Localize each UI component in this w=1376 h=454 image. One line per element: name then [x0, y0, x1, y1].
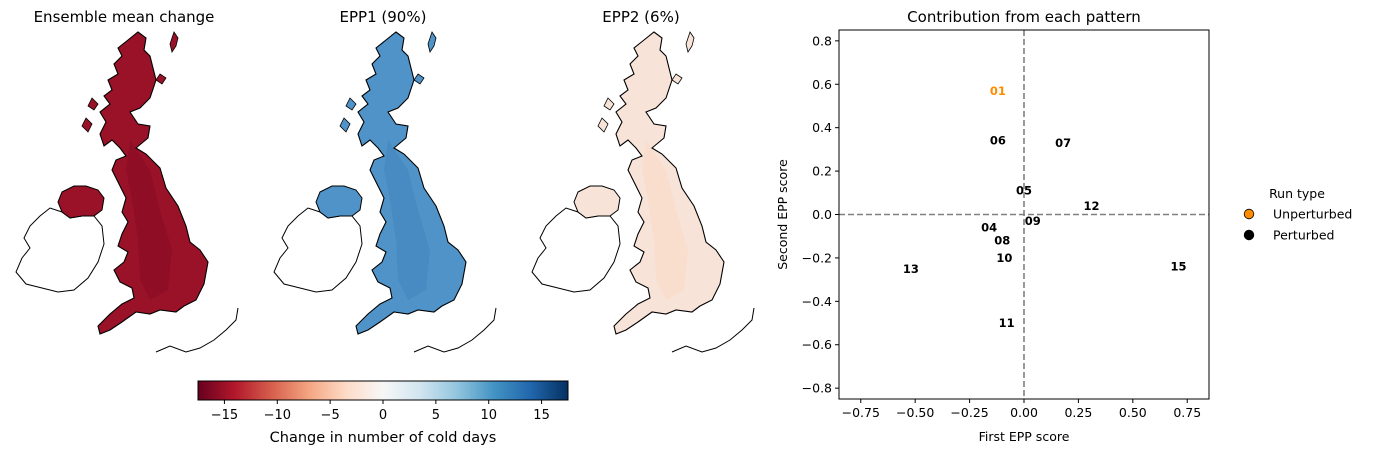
- colorbar-tick-label: 0: [379, 408, 387, 423]
- colorbar-tick-label: 15: [533, 408, 550, 423]
- scatter-point: 04: [981, 221, 997, 235]
- map-shading: [642, 140, 688, 300]
- colorbar-tick-label: −5: [321, 408, 340, 423]
- y-tick-label: −0.6: [802, 337, 832, 352]
- ireland-outline: [531, 207, 621, 293]
- france-coast: [155, 307, 239, 353]
- map-title: EPP2 (6%): [602, 8, 679, 26]
- map-title: EPP1 (90%): [340, 8, 427, 26]
- x-axis-label: First EPP score: [979, 429, 1070, 444]
- map-shading: [384, 140, 430, 300]
- y-tick-label: 0.2: [812, 164, 832, 179]
- x-tick-label: 0.00: [1010, 405, 1038, 420]
- y-tick-label: 0.4: [812, 120, 832, 135]
- legend-marker: [1243, 229, 1255, 241]
- northern-ireland-map: [315, 185, 363, 219]
- colorbar-label: Change in number of cold days: [270, 430, 497, 446]
- scatter-point: 10: [996, 251, 1012, 265]
- northern-ireland-map: [57, 185, 105, 219]
- colorbar-tick-label: 10: [480, 408, 497, 423]
- x-tick-label: −0.25: [950, 405, 988, 420]
- colorbar-gradient: [197, 380, 569, 401]
- y-tick-label: 0.8: [812, 33, 832, 48]
- x-tick-label: 0.75: [1173, 405, 1201, 420]
- france-coast: [671, 307, 755, 353]
- legend-marker: [1243, 208, 1255, 220]
- y-tick-label: 0.6: [812, 77, 832, 92]
- scatter-point: 11: [999, 316, 1015, 330]
- scatter-point: 05: [1016, 184, 1032, 198]
- y-axis-label: Second EPP score: [775, 159, 790, 270]
- x-tick-label: −0.75: [842, 405, 880, 420]
- x-tick-label: −0.50: [896, 405, 934, 420]
- scatter-point: 01: [990, 84, 1006, 98]
- y-tick-label: −0.2: [802, 250, 832, 265]
- legend: Run type Unperturbed Perturbed: [1243, 186, 1352, 243]
- legend-label: Perturbed: [1273, 228, 1334, 243]
- scatter-point: 09: [1025, 214, 1041, 228]
- chart-title: Contribution from each pattern: [907, 8, 1141, 26]
- map-panel-2: EPP1 (90%): [273, 8, 497, 353]
- map-shading: [126, 140, 172, 300]
- y-tick-label: 0.0: [812, 207, 832, 222]
- scatter-point: 12: [1083, 199, 1099, 213]
- scatter-point: 08: [994, 234, 1010, 248]
- map-title: Ensemble mean change: [34, 8, 215, 26]
- y-tick-label: −0.8: [802, 381, 832, 396]
- colorbar-tick-label: −15: [211, 408, 238, 423]
- colorbar-tick-label: −10: [264, 408, 291, 423]
- northern-ireland-map: [573, 185, 621, 219]
- ireland-outline: [15, 207, 105, 293]
- legend-title: Run type: [1269, 186, 1325, 201]
- map-panel-3: EPP2 (6%): [531, 8, 755, 353]
- scatter-point: 13: [903, 262, 919, 276]
- y-tick-label: −0.4: [802, 294, 832, 309]
- ireland-outline: [273, 207, 363, 293]
- legend-label: Unperturbed: [1273, 207, 1352, 222]
- scatter-point: 07: [1055, 136, 1071, 150]
- x-tick-label: 0.50: [1119, 405, 1147, 420]
- colorbar-tick-label: 5: [432, 408, 440, 423]
- map-panel-1: Ensemble mean change: [15, 8, 239, 353]
- france-coast: [413, 307, 497, 353]
- scatter-point: 15: [1171, 260, 1187, 274]
- x-tick-label: 0.25: [1064, 405, 1092, 420]
- scatter-point: 06: [990, 134, 1006, 148]
